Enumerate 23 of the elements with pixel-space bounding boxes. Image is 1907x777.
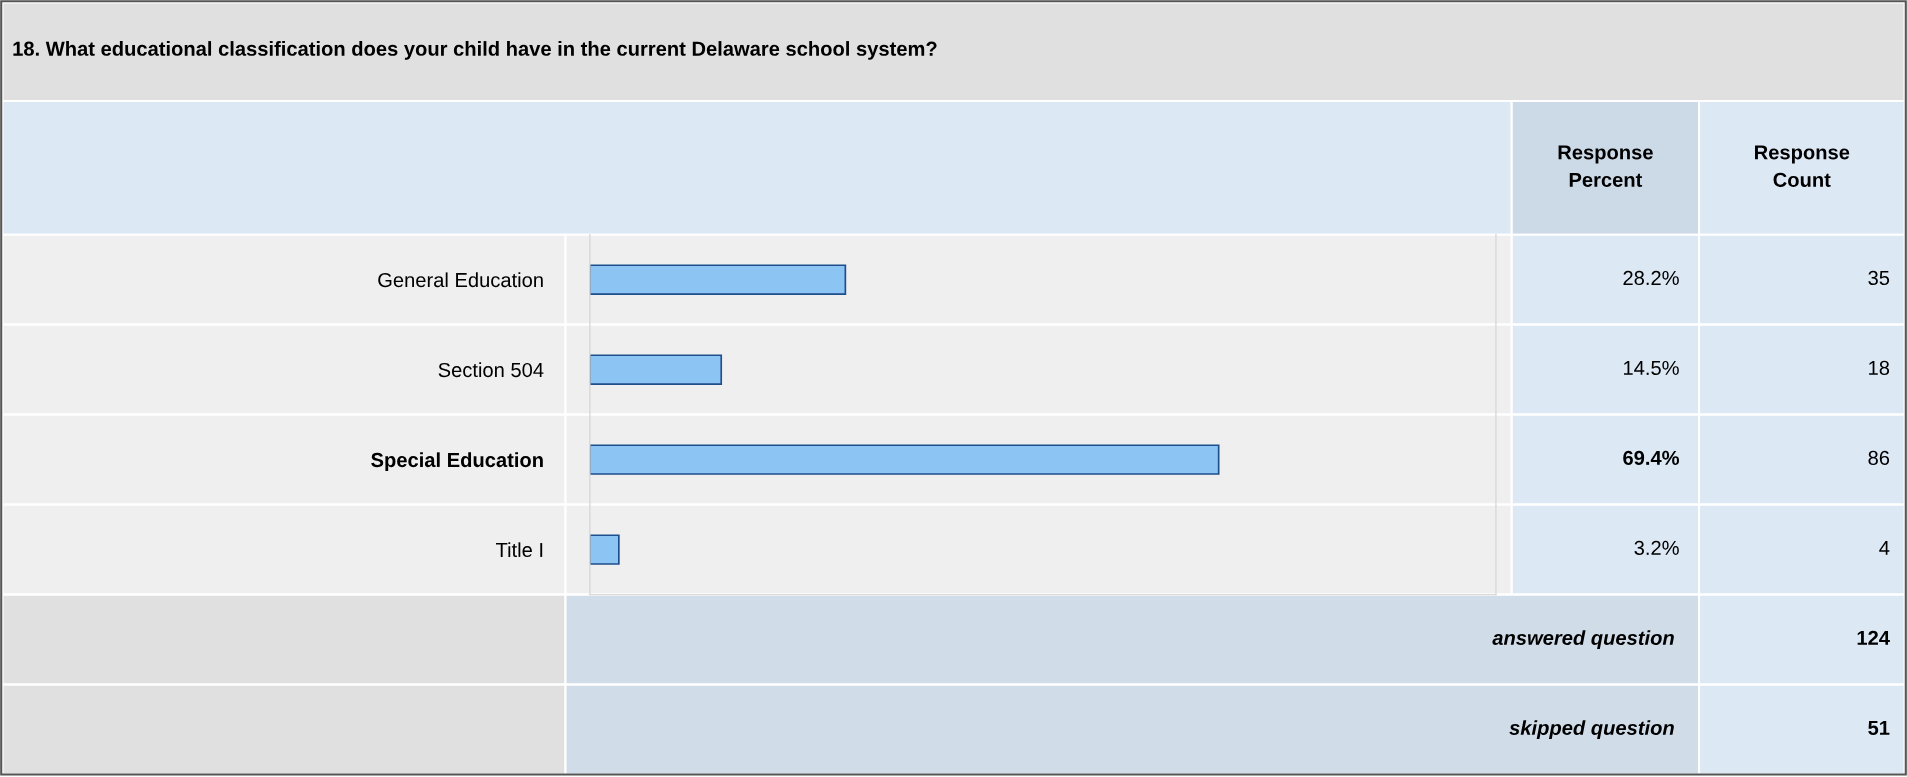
data-label: 28.2% <box>1623 270 1679 286</box>
bar <box>589 264 847 295</box>
y-tick-label: Special Education <box>371 452 543 472</box>
bar <box>589 534 620 565</box>
y-tick-label: Title I <box>496 542 543 558</box>
text: 86 <box>1868 450 1890 466</box>
text: 124 <box>1857 630 1890 645</box>
bar <box>589 444 1220 475</box>
text: 51 <box>1868 720 1890 735</box>
y-tick-label: General Education <box>378 272 543 288</box>
data-label: 69.4% <box>1623 450 1680 466</box>
text: 4 <box>1879 540 1890 555</box>
text: Response Count <box>1755 145 1850 187</box>
data-label: 3.2% <box>1634 540 1679 556</box>
text: skipped question <box>1509 720 1674 739</box>
text: 35 <box>1868 270 1890 286</box>
text: 18 <box>1869 360 1890 376</box>
text: Response Percent <box>1558 145 1653 187</box>
data-label: 14.5% <box>1624 360 1679 376</box>
y-tick-label: Section 504 <box>438 362 544 378</box>
bar <box>589 354 723 385</box>
chart-title: 18. What educational classification does your child have in the current Delaware school system? <box>13 41 937 60</box>
text: answered question <box>1492 630 1674 649</box>
